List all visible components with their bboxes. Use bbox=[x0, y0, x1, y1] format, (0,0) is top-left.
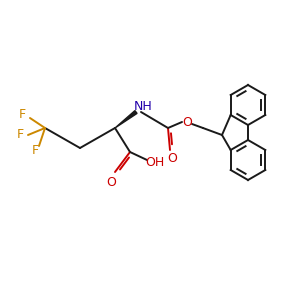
Text: O: O bbox=[167, 152, 177, 164]
Text: F: F bbox=[32, 143, 39, 157]
Polygon shape bbox=[115, 111, 137, 128]
Text: O: O bbox=[182, 116, 192, 128]
Text: OH: OH bbox=[146, 155, 165, 169]
Text: NH: NH bbox=[134, 100, 152, 113]
Text: F: F bbox=[16, 128, 24, 142]
Text: F: F bbox=[18, 109, 26, 122]
Text: O: O bbox=[106, 176, 116, 188]
